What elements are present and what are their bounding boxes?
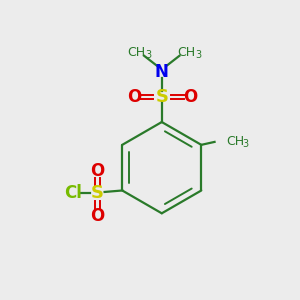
Text: 3: 3	[145, 50, 151, 60]
Text: O: O	[183, 88, 197, 106]
Text: O: O	[90, 206, 104, 224]
Text: CH: CH	[178, 46, 196, 59]
Text: CH: CH	[128, 46, 146, 59]
Text: CH: CH	[226, 135, 244, 148]
Text: S: S	[91, 184, 104, 202]
Text: O: O	[90, 162, 104, 180]
Text: Cl: Cl	[64, 184, 82, 202]
Text: S: S	[155, 88, 168, 106]
Text: O: O	[127, 88, 141, 106]
Text: 3: 3	[195, 50, 201, 60]
Text: 3: 3	[242, 139, 249, 149]
Text: N: N	[155, 63, 169, 81]
